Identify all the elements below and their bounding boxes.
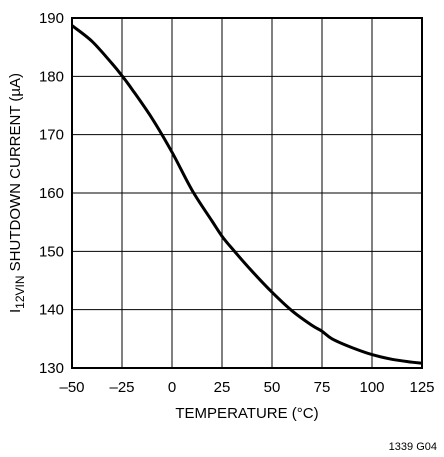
x-axis-title: TEMPERATURE (°C) <box>175 405 318 422</box>
y-tick-label: 190 <box>39 10 64 27</box>
x-tick-label: 25 <box>214 379 231 396</box>
y-tick-labels: 130 140 150 160 170 180 190 <box>39 10 64 377</box>
plot-frame <box>71 17 423 369</box>
x-tick-labels: –50 –25 0 25 50 75 100 125 <box>59 379 434 396</box>
y-tick-label: 150 <box>39 243 64 260</box>
y-tick-label: 140 <box>39 302 64 319</box>
grid <box>71 17 423 369</box>
x-tick-label: –50 <box>59 379 84 396</box>
y-axis-title-subscript: 12VIN <box>13 276 27 309</box>
y-axis-title: I12VIN SHUTDOWN CURRENT (µA) <box>7 73 27 313</box>
y-tick-label: 130 <box>39 360 64 377</box>
series-layer <box>71 24 423 365</box>
x-tick-label: –25 <box>109 379 134 396</box>
figure-id: 1339 G04 <box>389 441 437 453</box>
x-tick-label: 75 <box>314 379 331 396</box>
y-axis-title-main: I <box>7 309 24 313</box>
shutdown-current-curve <box>71 24 423 365</box>
x-tick-label: 100 <box>359 379 384 396</box>
x-tick-label: 0 <box>168 379 176 396</box>
y-tick-label: 160 <box>39 185 64 202</box>
y-axis-title-rest: SHUTDOWN CURRENT (µA) <box>7 73 24 276</box>
x-tick-label: 50 <box>264 379 281 396</box>
y-tick-label: 180 <box>39 68 64 85</box>
y-tick-label: 170 <box>39 127 64 144</box>
x-tick-label: 125 <box>409 379 434 396</box>
